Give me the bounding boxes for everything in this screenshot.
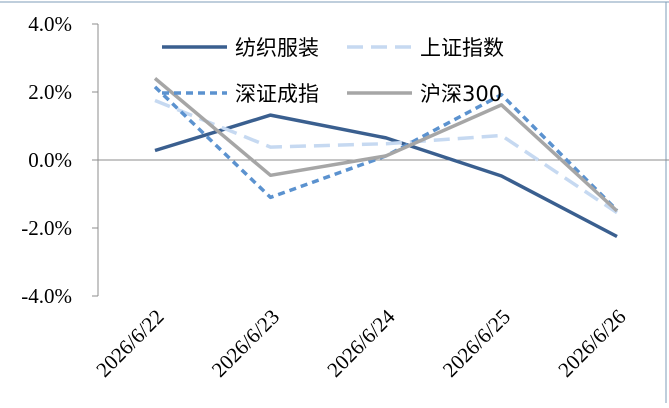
x-tick-label: 2026/6/22 (91, 305, 168, 382)
y-tick-label: 4.0% (28, 12, 72, 36)
y-tick-label: 0.0% (28, 148, 72, 172)
x-tick-label: 2026/6/25 (438, 305, 515, 382)
legend-label: 深证成指 (235, 82, 319, 106)
legend-label: 沪深300 (420, 82, 502, 106)
y-axis-ticks: 4.0% 2.0% 0.0% -2.0% -4.0% (21, 12, 98, 308)
y-tick-label: -2.0% (21, 216, 72, 240)
series-lines (155, 78, 617, 236)
y-tick-label: -4.0% (21, 284, 72, 308)
x-tick-label: 2026/6/24 (322, 304, 400, 382)
series-line-1 (155, 115, 617, 236)
x-tick-label: 2026/6/23 (207, 305, 284, 382)
y-tick-label: 2.0% (28, 80, 72, 104)
legend-label: 上证指数 (420, 36, 504, 60)
x-axis-ticks: 2026/6/22 2026/6/23 2026/6/24 2026/6/25 2026… (91, 304, 630, 382)
legend-label: 纺织服装 (235, 36, 319, 60)
x-tick-label: 2026/6/26 (553, 305, 630, 382)
